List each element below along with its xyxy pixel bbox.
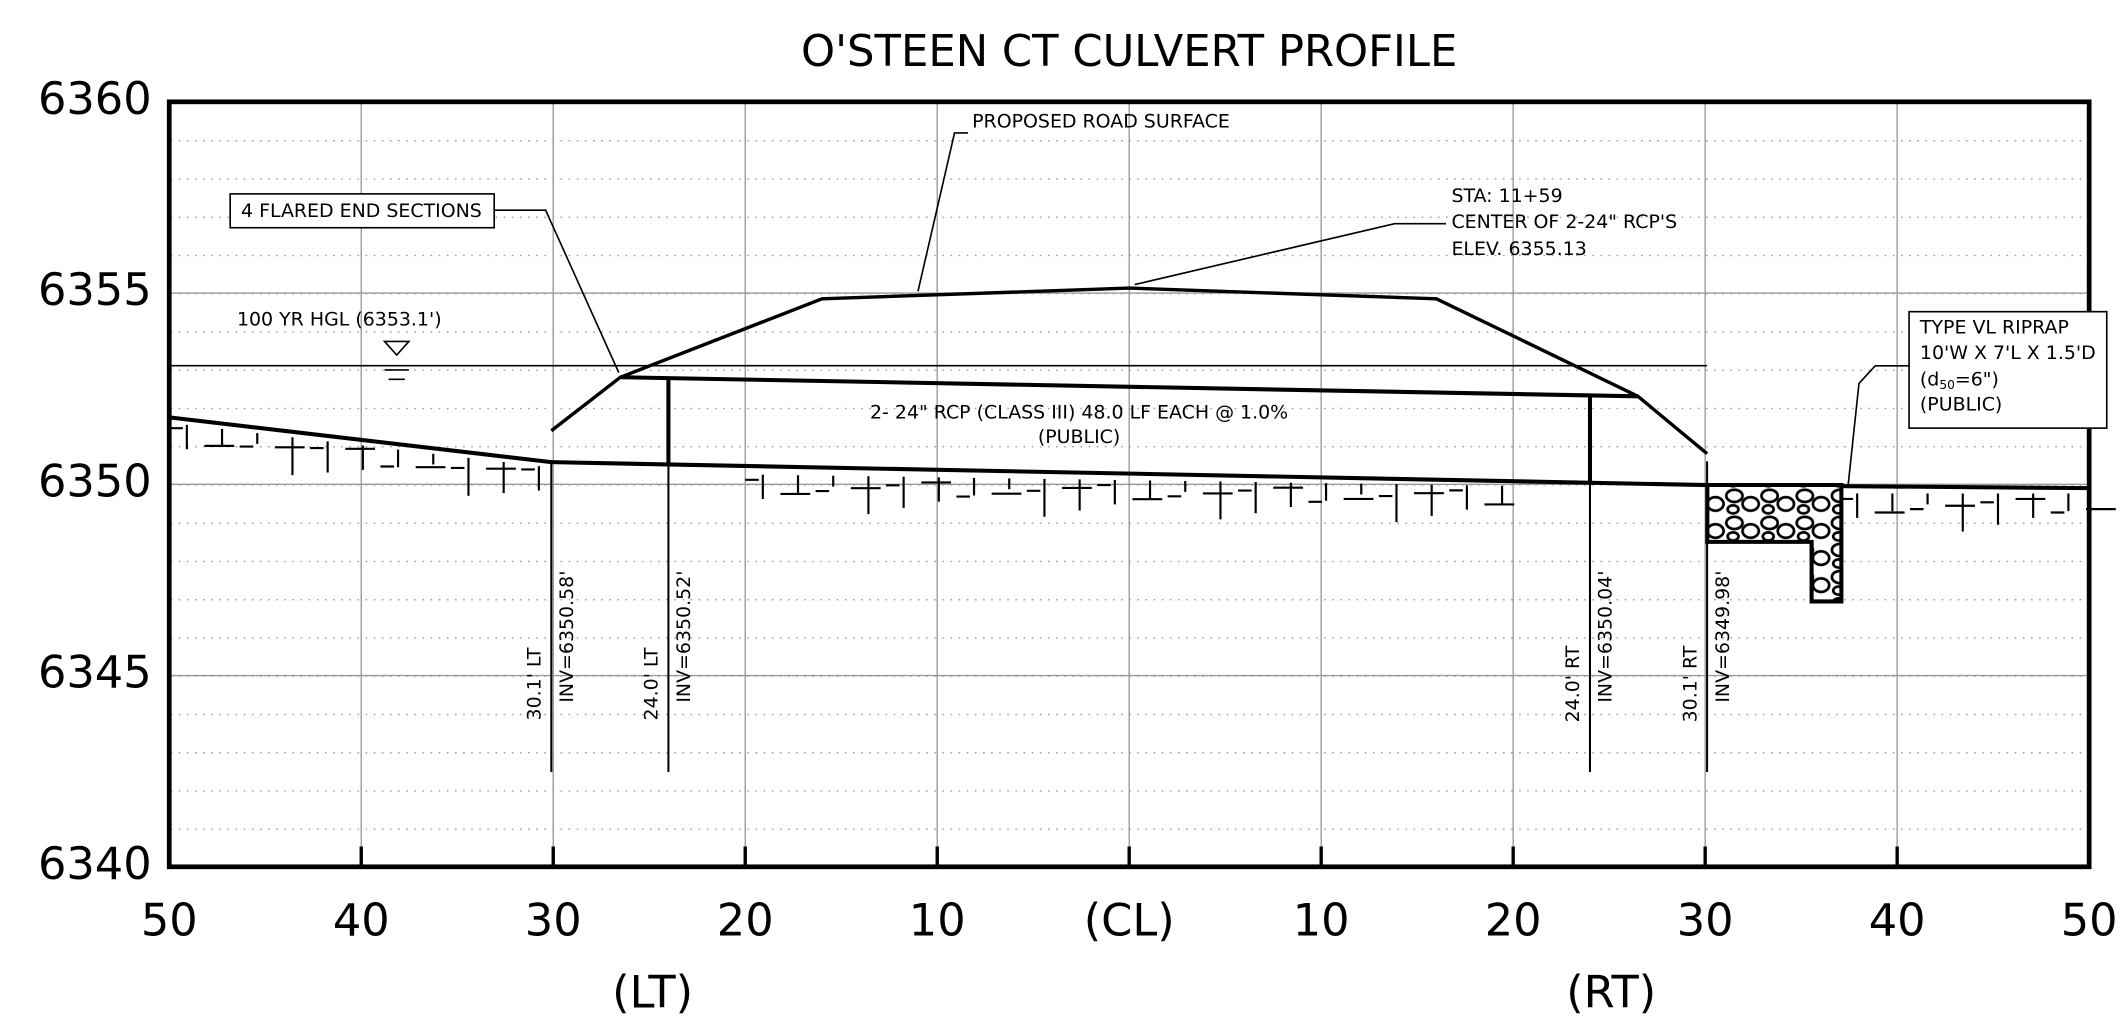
water-symbol <box>382 340 411 357</box>
x-tick-label: 50 <box>2061 895 2118 947</box>
profile-line <box>169 415 552 465</box>
riprap-note: 10'W X 7'L X 1.5'D <box>1920 342 2096 364</box>
riprap-note-part: =6") <box>1955 368 1999 390</box>
station-invert: INV=6350.58' <box>556 571 578 703</box>
riprap <box>1705 482 1844 604</box>
riprap-note-part: (d <box>1920 368 1939 390</box>
road-label: PROPOSED ROAD SURFACE <box>972 111 1230 133</box>
x-tick-label: 40 <box>333 895 390 947</box>
leader <box>1847 365 1910 486</box>
x-tick-label: 30 <box>1677 895 1734 947</box>
station-invert: INV=6350.04' <box>1595 571 1617 703</box>
x-tick-label: (CL) <box>1084 895 1175 947</box>
station-offset: 24.0' RT <box>1562 645 1584 722</box>
y-tick-label: 6360 <box>38 73 152 125</box>
note-box <box>229 193 496 229</box>
x-tick-label: 10 <box>1293 895 1350 947</box>
riprap-note: TYPE VL RIPRAP <box>1919 316 2069 338</box>
title: O'STEEN CT CULVERT PROFILE <box>801 27 1457 77</box>
side-label: (RT) <box>1566 966 1656 1016</box>
y-tick-label: 6345 <box>38 647 152 699</box>
profile-line <box>551 460 1708 488</box>
center-note: ELEV. 6355.13 <box>1451 238 1586 260</box>
y-tick-label: 6355 <box>38 264 152 316</box>
center-note: CENTER OF 2-24" RCP'S <box>1451 211 1677 233</box>
leader <box>1134 222 1447 286</box>
water-symbol <box>384 369 409 381</box>
end-sections-note: 4 FLARED END SECTIONS <box>241 200 482 222</box>
riprap-note: (d50=6") <box>1920 368 1999 391</box>
station-invert: INV=6350.52' <box>673 571 695 703</box>
x-tick-label: 30 <box>525 895 582 947</box>
leader <box>494 209 620 373</box>
ground-hatch <box>169 424 2116 532</box>
y-tick-label: 6340 <box>38 838 152 890</box>
profile-lines <box>169 286 2090 773</box>
riprap-note: (PUBLIC) <box>1920 394 2002 416</box>
center-note: STA: 11+59 <box>1451 185 1562 207</box>
riprap-note-part: 50 <box>1939 377 1955 391</box>
hgl-label: 100 YR HGL (6353.1') <box>237 308 442 330</box>
leader <box>917 132 969 292</box>
pipe-note: (PUBLIC) <box>1038 426 1120 448</box>
side-label: (LT) <box>612 966 693 1016</box>
ground-hatch <box>169 424 2116 532</box>
station-offset: 30.1' LT <box>524 647 546 720</box>
station-invert: INV=6349.98' <box>1712 571 1734 703</box>
profile-line <box>620 375 1639 399</box>
x-tick-label: 10 <box>909 895 966 947</box>
frame <box>166 99 2092 870</box>
station-offset: 30.1' RT <box>1679 645 1701 722</box>
x-tick-label: 20 <box>717 895 774 947</box>
note-box <box>1908 310 2108 429</box>
pipe-note: 2- 24" RCP (CLASS III) 48.0 LF EACH @ 1.… <box>870 402 1288 424</box>
y-tick-label: 6350 <box>38 455 152 507</box>
station-offset: 24.0' LT <box>641 647 663 720</box>
x-tick-label: 50 <box>141 895 198 947</box>
x-tick-label: 40 <box>1869 895 1926 947</box>
x-tick-label: 20 <box>1485 895 1542 947</box>
